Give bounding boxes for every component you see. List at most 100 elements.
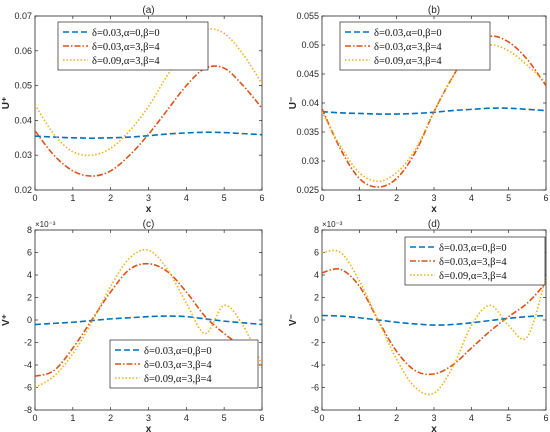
panel-title: (c): [143, 219, 155, 230]
legend: δ=0.03,α=0,β=0 δ=0.03,α=3,β=4 δ=0.09,α=3,β…: [339, 21, 491, 71]
legend-label: δ=0.09,α=3,β=4: [439, 271, 507, 282]
x-axis-label: x: [431, 204, 437, 215]
y-axis-label: U⁺: [1, 97, 12, 110]
y-tick-label: 6: [314, 248, 319, 258]
x-tick-label: 2: [394, 413, 399, 423]
y-tick-label: 4: [27, 270, 32, 280]
x-tick-label: 2: [108, 193, 113, 203]
y-tick-label: -6: [24, 383, 32, 393]
series-line-2: [35, 65, 262, 177]
legend: δ=0.03,α=0,β=0 δ=0.03,α=3,β=4 δ=0.09,α=3,β…: [57, 21, 209, 71]
legend-label: δ=0.03,α=3,β=4: [374, 42, 442, 53]
series-line-1: [322, 314, 546, 326]
y-tick-label: 0.07: [14, 11, 32, 21]
legend-label: δ=0.03,α=0,β=0: [374, 28, 442, 39]
legend-label: δ=0.03,α=3,β=4: [144, 360, 212, 371]
series-line-1: [35, 131, 262, 139]
x-tick-label: 1: [70, 413, 75, 423]
y-tick-label: 8: [27, 225, 32, 235]
x-tick-label: 4: [184, 413, 189, 423]
y-tick-label: 0.05: [14, 81, 32, 91]
y-tick-label: 2: [314, 293, 319, 303]
x-tick-label: 6: [543, 193, 548, 203]
x-tick-label: 3: [146, 413, 151, 423]
y-tick-label: 8: [314, 225, 319, 235]
legend: δ=0.03,α=0,β=0 δ=0.03,α=3,β=4 δ=0.09,α=3,β…: [109, 339, 259, 389]
series-line-2: [35, 262, 262, 378]
y-tick-label: 4: [314, 270, 319, 280]
chart-panel-4: 0 1 2 3 4 5 6 -8 -6 -4 -2 0 2 4 6 8×10⁻³ (d) x V⁻ δ=0.03,α=…: [288, 219, 549, 432]
legend-label: δ=0.09,α=3,β=4: [92, 56, 160, 67]
y-tick-label: -4: [311, 360, 319, 370]
x-tick-label: 0: [319, 413, 324, 423]
x-tick-label: 4: [184, 193, 189, 203]
y-axis-multiplier: ×10⁻³: [35, 220, 56, 229]
legend-label: δ=0.03,α=3,β=4: [439, 257, 507, 268]
x-tick-label: 3: [431, 193, 436, 203]
x-tick-label: 6: [543, 413, 548, 423]
x-tick-label: 6: [259, 193, 264, 203]
y-tick-label: 0.025: [296, 185, 319, 195]
y-axis-multiplier: ×10⁻³: [322, 220, 343, 229]
y-tick-label: 0: [314, 315, 319, 325]
panel-title: (b): [428, 5, 440, 16]
panel-title: (d): [428, 219, 440, 230]
series-line-3: [322, 249, 546, 396]
y-tick-label: 0.055: [296, 11, 319, 21]
x-tick-label: 0: [32, 193, 37, 203]
x-tick-label: 5: [506, 413, 511, 423]
y-tick-label: 0.06: [14, 46, 32, 56]
x-tick-label: 1: [357, 193, 362, 203]
x-tick-label: 4: [469, 193, 474, 203]
x-tick-label: 0: [319, 193, 324, 203]
legend-label: δ=0.03,α=0,β=0: [144, 346, 212, 357]
y-tick-label: 0.045: [296, 69, 319, 79]
y-tick-label: -2: [24, 338, 32, 348]
x-tick-label: 2: [394, 193, 399, 203]
legend-label: δ=0.03,α=0,β=0: [92, 28, 160, 39]
legend-box: [404, 236, 546, 286]
y-tick-label: 6: [27, 248, 32, 258]
x-tick-label: 1: [357, 413, 362, 423]
y-tick-label: -2: [311, 338, 319, 348]
series-line-3: [35, 28, 262, 157]
x-tick-label: 3: [146, 193, 151, 203]
y-tick-label: 0.035: [296, 127, 319, 137]
y-tick-label: -8: [311, 405, 319, 415]
x-tick-label: 5: [222, 193, 227, 203]
series-line-1: [35, 315, 262, 326]
y-axis-label: U⁻: [288, 97, 299, 110]
y-axis-label: V⁺: [1, 314, 12, 326]
y-tick-label: 0.05: [301, 40, 319, 50]
x-axis-label: x: [146, 424, 152, 432]
x-tick-label: 6: [259, 413, 264, 423]
y-tick-label: 0.04: [14, 115, 32, 125]
y-axis-label: V⁻: [288, 314, 299, 326]
series-line-3: [322, 44, 546, 183]
y-tick-label: 0.02: [14, 185, 32, 195]
y-tick-label: 0.03: [301, 156, 319, 166]
panel-title: (a): [142, 5, 154, 16]
y-tick-label: -6: [311, 383, 319, 393]
chart-panel-2: 0 1 2 3 4 5 6 0.025 0.03 0.035 0.04 0.045 0.05 0.055 (…: [288, 5, 549, 215]
y-tick-label: -4: [24, 360, 32, 370]
x-tick-label: 0: [32, 413, 37, 423]
y-tick-label: 2: [27, 293, 32, 303]
x-tick-label: 5: [506, 193, 511, 203]
y-tick-label: 0.04: [301, 98, 319, 108]
x-tick-label: 3: [431, 413, 436, 423]
y-tick-label: 0: [27, 315, 32, 325]
x-tick-label: 4: [469, 413, 474, 423]
y-tick-label: 0.03: [14, 150, 32, 160]
legend-label: δ=0.09,α=3,β=4: [374, 56, 442, 67]
legend-label: δ=0.03,α=3,β=4: [92, 42, 160, 53]
x-tick-label: 5: [222, 413, 227, 423]
x-tick-label: 2: [108, 413, 113, 423]
series-line-2: [322, 268, 546, 376]
chart-panel-1: 0 1 2 3 4 5 6 0.02 0.03 0.04 0.05 0.06 0.07 (a) x U⁺ δ=0…: [1, 5, 265, 215]
x-axis-label: x: [146, 204, 152, 215]
chart-panel-3: 0 1 2 3 4 5 6 -8 -6 -4 -2 0 2 4 6 8×10⁻³ (c) x V⁺ δ=0.03,α=…: [1, 219, 265, 432]
legend-label: δ=0.09,α=3,β=4: [144, 374, 212, 385]
legend: δ=0.03,α=0,β=0 δ=0.03,α=3,β=4 δ=0.09,α=3,β…: [404, 236, 546, 286]
